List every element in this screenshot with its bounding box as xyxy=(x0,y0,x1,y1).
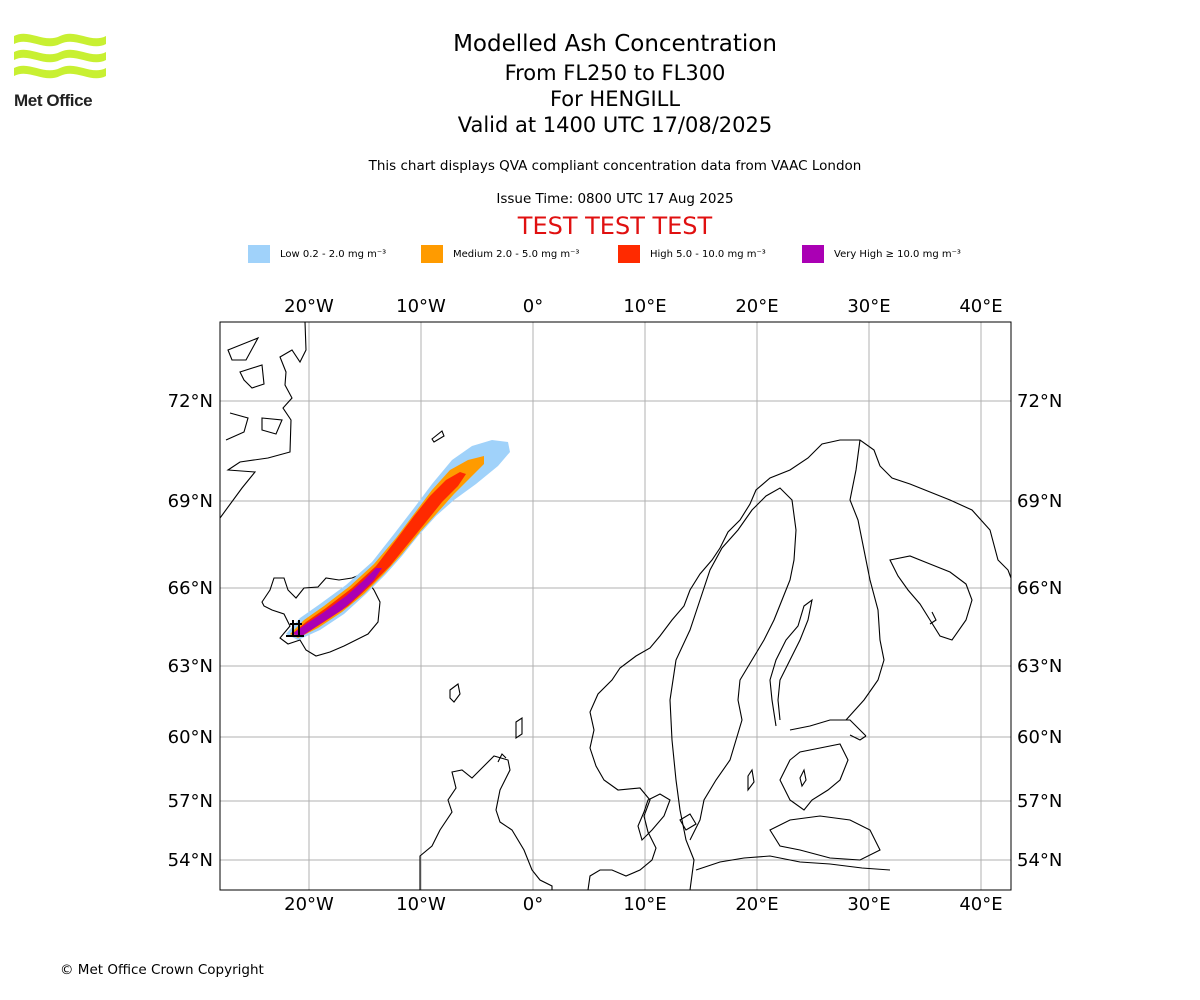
ash-very-high-layer xyxy=(292,568,382,636)
lon-label: 10°E xyxy=(623,894,666,915)
lat-label: 66°N xyxy=(168,578,213,599)
chart-title-block: Modelled Ash Concentration From FL250 to… xyxy=(0,28,1200,138)
lon-label: 20°W xyxy=(284,296,334,317)
lon-label: 0° xyxy=(523,894,543,915)
legend-swatch-medium xyxy=(421,245,443,263)
lon-label: 20°E xyxy=(735,894,778,915)
legend-label-high: High 5.0 - 10.0 mg m⁻³ xyxy=(650,248,766,260)
lat-label: 69°N xyxy=(1017,491,1062,512)
legend-swatch-very-high xyxy=(802,245,824,263)
lat-label: 72°N xyxy=(1017,391,1062,412)
lat-label: 60°N xyxy=(168,727,213,748)
greenland-coastline xyxy=(220,322,307,519)
legend-item-low: Low 0.2 - 2.0 mg m⁻³ xyxy=(248,244,386,264)
lon-label: 20°W xyxy=(284,894,334,915)
copyright-notice: © Met Office Crown Copyright xyxy=(60,962,264,978)
lon-label: 40°E xyxy=(959,894,1002,915)
flight-level-range: From FL250 to FL300 xyxy=(504,61,726,85)
norway-coastline xyxy=(587,439,1011,890)
lon-labels-top: 20°W 10°W 0° 10°E 20°E 30°E 40°E xyxy=(284,296,1002,317)
lon-label: 40°E xyxy=(959,296,1002,317)
valid-time: Valid at 1400 UTC 17/08/2025 xyxy=(457,113,773,137)
sweden-norway-border xyxy=(669,487,797,890)
legend-label-very-high: Very High ≥ 10.0 mg m⁻³ xyxy=(834,248,961,260)
lon-label: 20°E xyxy=(735,296,778,317)
lat-label: 60°N xyxy=(1017,727,1062,748)
legend-label-low: Low 0.2 - 2.0 mg m⁻³ xyxy=(280,248,387,260)
lat-label: 63°N xyxy=(1017,656,1062,677)
lon-label: 0° xyxy=(523,296,543,317)
ash-high-layer xyxy=(292,472,466,636)
lat-labels-left: 72°N 69°N 66°N 63°N 60°N 57°N 54°N xyxy=(168,391,213,871)
legend-item-high: High 5.0 - 10.0 mg m⁻³ xyxy=(618,244,766,264)
lon-label: 10°W xyxy=(396,894,446,915)
lon-labels-bottom: 20°W 10°W 0° 10°E 20°E 30°E 40°E xyxy=(284,894,1002,915)
legend: Low 0.2 - 2.0 mg m⁻³ Medium 2.0 - 5.0 mg… xyxy=(0,244,1200,266)
lat-label: 54°N xyxy=(1017,850,1062,871)
legend-item-very-high: Very High ≥ 10.0 mg m⁻³ xyxy=(802,244,961,264)
lat-label: 72°N xyxy=(168,391,213,412)
lat-label: 63°N xyxy=(168,656,213,677)
legend-label-medium: Medium 2.0 - 5.0 mg m⁻³ xyxy=(453,248,580,260)
volcano-name: For HENGILL xyxy=(549,87,681,111)
met-office-waves-icon xyxy=(14,33,106,79)
finland-coastline xyxy=(769,598,813,727)
met-office-logo: Met Office xyxy=(14,30,114,112)
lat-label: 66°N xyxy=(1017,578,1062,599)
iceland-coastline xyxy=(261,573,381,657)
lon-label: 30°E xyxy=(847,296,890,317)
lat-label: 57°N xyxy=(1017,791,1062,812)
lat-label: 57°N xyxy=(168,791,213,812)
chart-subtitle: This chart displays QVA compliant concen… xyxy=(368,158,862,174)
legend-item-medium: Medium 2.0 - 5.0 mg m⁻³ xyxy=(421,244,579,264)
chart-title: Modelled Ash Concentration xyxy=(453,31,777,57)
coastlines xyxy=(220,322,1011,890)
lat-labels-right: 72°N 69°N 66°N 63°N 60°N 57°N 54°N xyxy=(1017,391,1062,871)
met-office-logo-text: Met Office xyxy=(14,91,93,110)
map-gridlines xyxy=(220,322,1011,890)
uk-coastline xyxy=(419,755,553,890)
lon-label: 30°E xyxy=(847,894,890,915)
legend-swatch-high xyxy=(618,245,640,263)
map-frame xyxy=(219,321,1012,891)
lat-label: 69°N xyxy=(168,491,213,512)
volcano-marker xyxy=(286,620,304,637)
lat-label: 54°N xyxy=(168,850,213,871)
lon-label: 10°E xyxy=(623,296,666,317)
lon-label: 10°W xyxy=(396,296,446,317)
legend-swatch-low xyxy=(248,245,270,263)
ash-plume xyxy=(286,440,510,640)
issue-time: Issue Time: 0800 UTC 17 Aug 2025 xyxy=(496,191,734,207)
test-banner: TEST TEST TEST xyxy=(517,212,713,240)
